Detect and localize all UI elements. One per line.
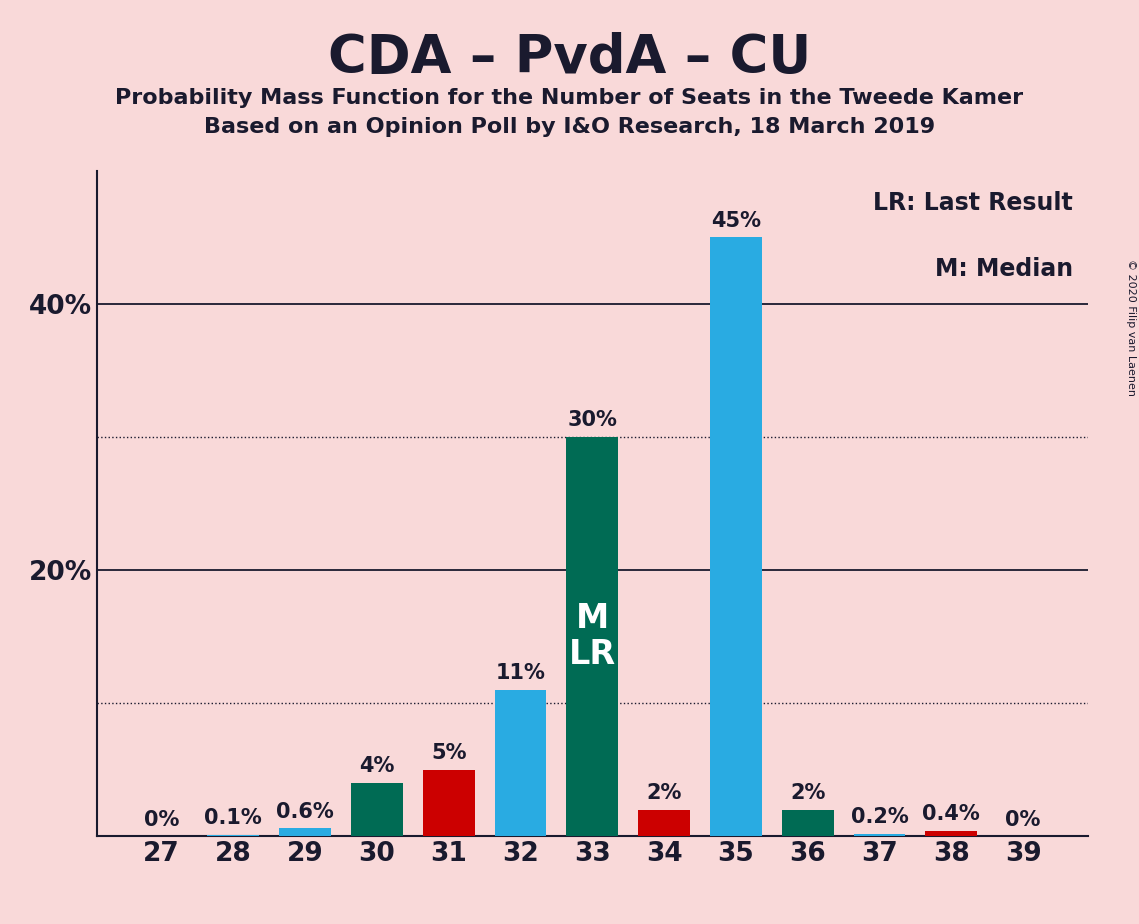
Text: 4%: 4% — [359, 757, 394, 776]
Bar — [423, 770, 475, 836]
Bar — [207, 835, 259, 836]
Bar — [279, 828, 331, 836]
Bar — [351, 783, 403, 836]
Text: M: Median: M: Median — [935, 258, 1073, 282]
Bar — [710, 237, 762, 836]
Text: CDA – PvdA – CU: CDA – PvdA – CU — [328, 32, 811, 84]
Bar — [853, 833, 906, 836]
Text: M
LR: M LR — [568, 602, 616, 671]
Bar — [781, 809, 834, 836]
Text: 5%: 5% — [431, 743, 466, 763]
Text: 0%: 0% — [144, 809, 179, 830]
Text: 0.6%: 0.6% — [276, 802, 334, 821]
Text: 2%: 2% — [790, 783, 826, 803]
Text: 0.2%: 0.2% — [851, 807, 909, 827]
Text: 45%: 45% — [711, 211, 761, 231]
Text: Probability Mass Function for the Number of Seats in the Tweede Kamer: Probability Mass Function for the Number… — [115, 88, 1024, 108]
Bar — [638, 809, 690, 836]
Text: LR: Last Result: LR: Last Result — [874, 191, 1073, 215]
Text: 0%: 0% — [1006, 809, 1041, 830]
Text: 2%: 2% — [647, 783, 682, 803]
Text: 0.1%: 0.1% — [204, 808, 262, 828]
Bar — [566, 437, 618, 836]
Text: 0.4%: 0.4% — [923, 804, 981, 824]
Text: 30%: 30% — [567, 410, 617, 431]
Text: 11%: 11% — [495, 663, 546, 683]
Bar — [926, 831, 977, 836]
Bar — [494, 690, 547, 836]
Text: © 2020 Filip van Laenen: © 2020 Filip van Laenen — [1126, 259, 1136, 395]
Text: Based on an Opinion Poll by I&O Research, 18 March 2019: Based on an Opinion Poll by I&O Research… — [204, 117, 935, 138]
